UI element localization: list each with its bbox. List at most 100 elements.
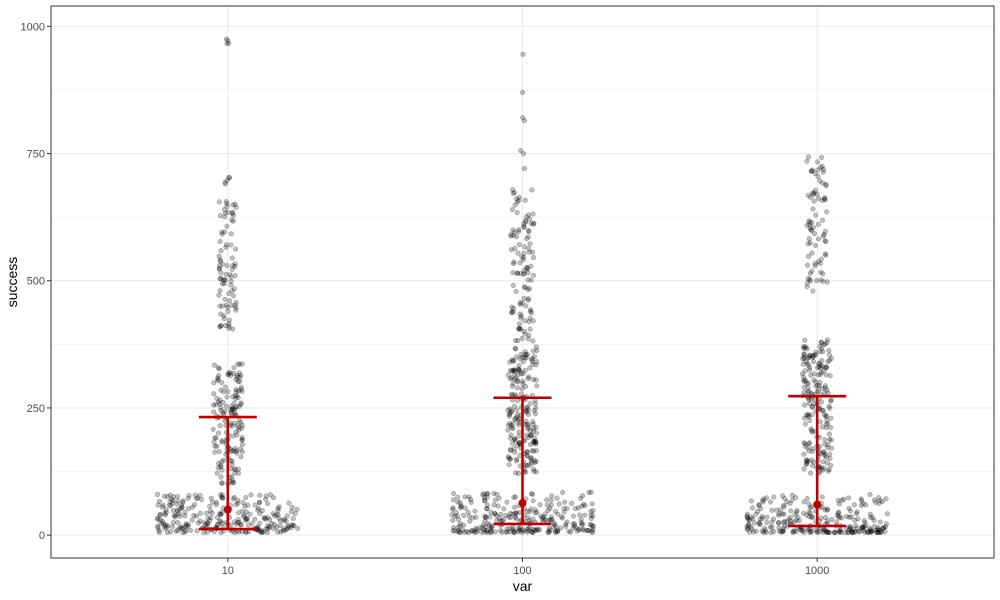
data-point <box>844 513 850 519</box>
data-point <box>217 238 223 245</box>
data-point <box>534 383 540 389</box>
data-point <box>170 497 176 503</box>
data-point <box>523 408 529 414</box>
data-point <box>455 525 461 531</box>
data-point <box>530 376 536 383</box>
data-point <box>528 455 534 461</box>
data-point <box>530 421 537 427</box>
data-points <box>154 36 890 536</box>
data-point <box>235 466 242 472</box>
data-point <box>508 422 514 429</box>
data-point <box>231 365 237 371</box>
data-point <box>518 313 524 319</box>
data-point <box>826 348 832 354</box>
data-point <box>549 517 555 523</box>
data-point <box>218 407 224 414</box>
data-point <box>838 529 844 536</box>
data-point <box>555 527 561 533</box>
data-point <box>510 282 516 288</box>
data-point <box>232 302 238 308</box>
data-point <box>232 393 238 399</box>
data-point <box>222 277 228 283</box>
data-point <box>477 525 483 531</box>
data-point <box>510 190 516 196</box>
data-point <box>802 402 808 408</box>
data-point <box>467 496 474 502</box>
data-point <box>243 495 249 501</box>
data-point <box>508 247 515 253</box>
data-point <box>231 286 237 292</box>
data-point <box>230 406 236 412</box>
data-point <box>823 239 829 245</box>
data-point <box>822 441 828 447</box>
data-point <box>512 510 518 517</box>
data-point <box>804 496 810 502</box>
data-point <box>225 308 231 314</box>
data-point <box>232 445 238 451</box>
data-point <box>522 285 528 291</box>
data-point <box>808 528 814 534</box>
data-point <box>257 529 263 535</box>
data-point <box>512 415 518 422</box>
data-point <box>155 516 161 522</box>
data-point <box>518 371 524 377</box>
data-point <box>487 514 493 520</box>
data-point <box>240 513 247 520</box>
data-point <box>810 445 816 452</box>
data-point <box>178 524 184 530</box>
data-point <box>566 528 572 534</box>
data-point <box>208 515 214 521</box>
data-point <box>524 236 530 242</box>
data-point <box>462 494 468 500</box>
data-point <box>512 416 518 423</box>
data-point <box>516 429 522 435</box>
data-point <box>233 395 239 402</box>
data-point <box>215 522 221 528</box>
data-point <box>218 323 224 329</box>
data-point <box>265 523 271 529</box>
data-point <box>505 422 511 429</box>
data-point <box>191 513 197 519</box>
data-point <box>822 251 828 257</box>
data-point <box>229 210 235 216</box>
data-point <box>462 505 468 511</box>
data-point <box>157 512 163 518</box>
data-point <box>285 522 291 529</box>
data-point <box>564 519 570 525</box>
data-point <box>219 459 225 465</box>
data-point <box>229 255 235 261</box>
data-point <box>481 527 487 533</box>
data-point <box>225 209 231 215</box>
data-point <box>235 500 241 506</box>
data-point <box>230 202 236 208</box>
data-point <box>819 217 826 223</box>
data-point <box>248 492 254 498</box>
data-point <box>580 501 587 507</box>
data-point <box>291 522 297 528</box>
data-point <box>860 500 866 507</box>
data-point <box>512 345 519 352</box>
data-point <box>504 499 510 505</box>
data-point <box>458 504 464 511</box>
data-point <box>524 352 531 358</box>
data-point <box>515 417 521 423</box>
data-point <box>862 520 868 526</box>
data-point <box>815 173 821 179</box>
data-point <box>225 304 231 310</box>
data-point <box>197 518 203 524</box>
data-point <box>228 278 234 284</box>
data-point <box>508 409 514 415</box>
data-point <box>265 501 271 507</box>
data-point <box>485 520 491 526</box>
data-point <box>484 506 490 512</box>
data-point <box>871 497 877 503</box>
data-point <box>570 513 576 519</box>
data-point <box>182 529 188 535</box>
data-point <box>229 288 235 294</box>
data-point <box>810 354 816 361</box>
data-point <box>532 457 538 464</box>
data-point <box>555 529 561 535</box>
data-point <box>234 423 240 429</box>
data-point <box>212 449 218 455</box>
data-point <box>537 502 543 508</box>
